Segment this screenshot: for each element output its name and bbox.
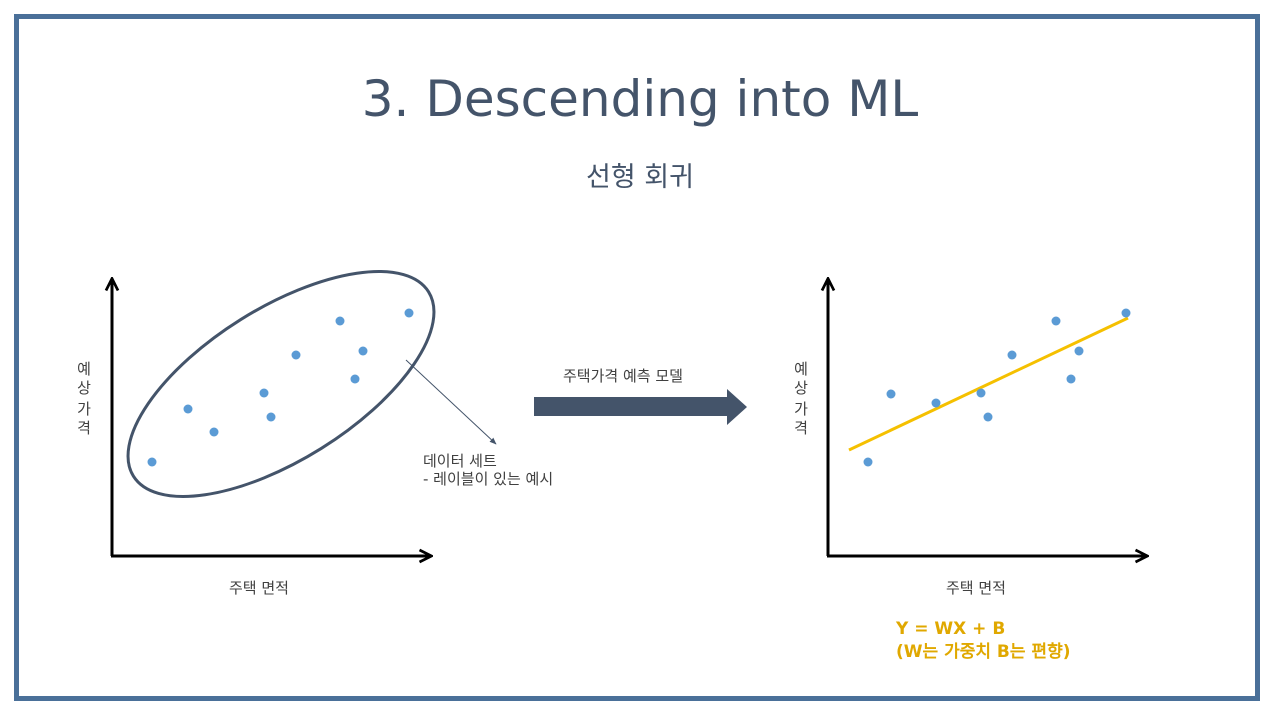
right-data-point bbox=[863, 457, 873, 467]
callout-subtitle: - 레이블이 있는 예시 bbox=[423, 470, 554, 488]
slide-frame bbox=[14, 14, 1260, 701]
dataset-callout: 데이터 세트 - 레이블이 있는 예시 bbox=[423, 452, 553, 488]
left-data-point bbox=[358, 346, 368, 356]
left-data-point bbox=[209, 427, 219, 437]
slide-subtitle: 선형 회귀 bbox=[586, 162, 694, 193]
right-x-axis-label: 주택 면적 bbox=[946, 579, 1006, 597]
dataset-ellipse bbox=[126, 270, 436, 498]
right-data-point bbox=[886, 389, 896, 399]
model-arrow-label: 주택가격 예측 모델 bbox=[563, 367, 683, 385]
left-data-point bbox=[147, 457, 157, 467]
regression-line bbox=[848, 316, 1129, 452]
right-data-point bbox=[983, 412, 993, 422]
formula-equation: Y = WX + B bbox=[896, 619, 1006, 639]
formula-explanation: (W는 가중치 B는 편향) bbox=[896, 642, 1071, 662]
left-data-point bbox=[266, 412, 276, 422]
left-data-point bbox=[259, 388, 269, 398]
right-data-point bbox=[976, 388, 986, 398]
right-data-points bbox=[863, 308, 1131, 467]
model-arrow bbox=[534, 389, 747, 425]
right-data-point bbox=[1074, 346, 1084, 356]
left-x-axis-label: 주택 면적 bbox=[229, 579, 289, 597]
right-y-axis-label: 예 상 가 격 bbox=[794, 360, 808, 437]
regression-formula: Y = WX + B (W는 가중치 B는 편향) bbox=[896, 618, 1070, 664]
callout-title: 데이터 세트 bbox=[423, 452, 497, 470]
callout-pointer bbox=[405, 359, 497, 445]
left-data-point bbox=[291, 350, 301, 360]
left-data-point bbox=[183, 404, 193, 414]
slide-title: 3. Descending into ML bbox=[361, 70, 919, 128]
right-data-point bbox=[1007, 350, 1017, 360]
right-data-point bbox=[1066, 374, 1076, 384]
right-data-point bbox=[1121, 308, 1131, 318]
left-data-points bbox=[147, 308, 414, 467]
left-data-point bbox=[350, 374, 360, 384]
left-y-axis-label: 예 상 가 격 bbox=[77, 360, 91, 437]
right-data-point bbox=[931, 398, 941, 408]
left-data-point bbox=[404, 308, 414, 318]
left-data-point bbox=[335, 316, 345, 326]
right-data-point bbox=[1051, 316, 1061, 326]
